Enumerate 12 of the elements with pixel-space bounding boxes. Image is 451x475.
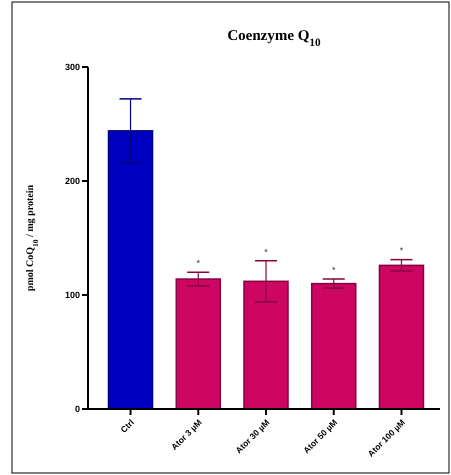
y-tick-label: 200: [64, 176, 80, 186]
annotation: *: [400, 246, 404, 256]
y-tick-label: 300: [64, 62, 80, 72]
x-tick-label: Ctrl: [118, 417, 136, 435]
chart-title: Coenzyme Q$_{10}$: [227, 28, 322, 49]
y-tick-label: 0: [74, 404, 80, 414]
bar: [378, 264, 424, 410]
y-tick-label: 100: [64, 290, 80, 300]
bar: [310, 282, 356, 410]
annotation: *: [196, 258, 201, 268]
annotation: *: [332, 265, 336, 276]
annotation: *: [264, 246, 268, 257]
